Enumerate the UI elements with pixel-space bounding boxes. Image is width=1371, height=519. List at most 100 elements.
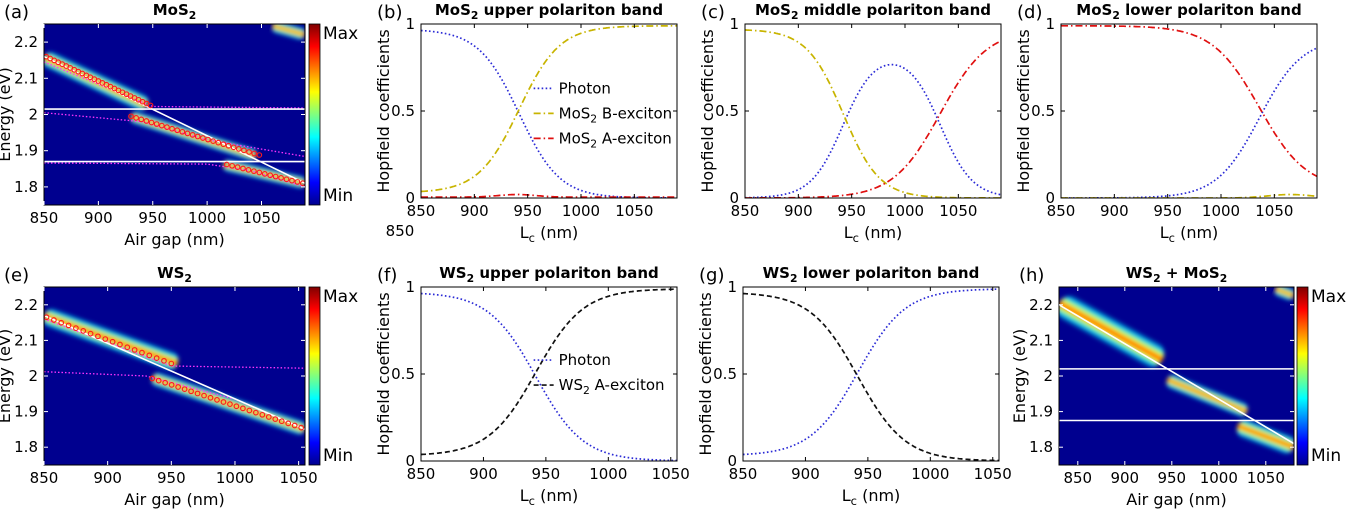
data-point: [220, 141, 227, 148]
heatmap-background: [44, 287, 305, 465]
legend-entry: WS2 A-exciton: [559, 376, 665, 397]
legend-entry-part: 2: [590, 137, 597, 150]
x-tick-label: 950: [1157, 469, 1186, 487]
heatmap-content: [44, 24, 305, 189]
chart-title-part: 2: [184, 272, 192, 285]
legend-entry: MoS2 B-exciton: [559, 104, 673, 125]
x-tick-label: 950: [157, 469, 186, 487]
data-point: [214, 397, 220, 403]
data-point: [139, 349, 145, 356]
data-point: [149, 375, 156, 382]
series-group: [745, 29, 1001, 198]
x-tick-label: 1000: [1202, 202, 1240, 220]
data-point: [181, 386, 188, 393]
x-axis-label-part: L: [844, 223, 853, 242]
data-point: [207, 394, 214, 401]
data-point: [246, 149, 252, 155]
y-tick-label: 1.8: [14, 178, 38, 196]
x-tick-label: 950: [854, 465, 883, 483]
panel-a: 850 900 950 1000 1050 2.2 2.1 2 1.9 1.8 Energy (eV…: [0, 1, 358, 249]
data-point: [109, 338, 116, 345]
data-point: [261, 171, 268, 177]
x-tick-label: 850: [407, 465, 436, 483]
panel-label: (b): [377, 2, 402, 23]
panel-g: 850 900 950 1000 1050 1 0.5 0 Hopfield coefficie…: [696, 264, 1012, 508]
legend-entry-part: 2: [590, 112, 597, 125]
x-axis-label: Lc (nm): [844, 223, 903, 245]
y-tick-label: 2.2: [1029, 296, 1053, 314]
series-line: [1061, 47, 1317, 198]
panel-label: (h): [1019, 265, 1044, 286]
colorbar-max-label: Max: [1311, 287, 1346, 307]
chart-title-part: 2: [471, 9, 479, 22]
data-point: [138, 116, 145, 123]
legend-entry-part: Photon: [559, 79, 611, 97]
y-tick-label: 2: [28, 106, 38, 124]
x-tick-label: 1050: [242, 209, 280, 227]
data-point: [283, 176, 290, 183]
x-tick-label: 1050: [1255, 202, 1293, 220]
plot-bg: [421, 287, 677, 461]
y-tick-label: 1.9: [1029, 403, 1053, 421]
heatmap-content: [1059, 287, 1294, 454]
data-point: [95, 333, 101, 340]
chart-title: MoS2 lower polariton band: [1076, 1, 1301, 22]
y-tick-label: 2.1: [1029, 331, 1053, 349]
data-point: [153, 355, 160, 361]
y-axis-label: Hopfield coefficients: [374, 292, 393, 455]
dispersion-curve: [44, 162, 305, 188]
chart-title-part: MoS: [1076, 1, 1112, 19]
dispersion-curve: [44, 318, 305, 369]
heatmap-content: [44, 308, 305, 435]
chart-title-part: 2: [791, 9, 799, 22]
x-tick-label: 850: [30, 469, 59, 487]
chart-title-part: lower polariton band: [798, 264, 980, 282]
data-point: [215, 139, 222, 146]
data-point: [240, 405, 246, 412]
y-tick-label: 2.2: [14, 33, 38, 51]
x-tick-label: 900: [84, 209, 113, 227]
panel-d: 850 900 950 1000 1050 1 0.5 0 Hopfield coefficie…: [1014, 1, 1318, 245]
data-point: [235, 145, 242, 152]
panel-label: (a): [4, 2, 29, 23]
x-tick-label: 950: [513, 202, 542, 220]
x-tick-label: 950: [837, 202, 866, 220]
data-point: [65, 322, 72, 329]
chart-title-part: 2: [1153, 272, 1161, 285]
legend-entry-part: 2: [583, 384, 590, 397]
y-axis-label: Hopfield coefficients: [696, 292, 715, 455]
data-point: [272, 416, 279, 422]
legend-entry-part: B-exciton: [597, 104, 672, 122]
data-point: [158, 122, 165, 129]
x-axis-label-part: (nm): [1175, 223, 1218, 242]
data-point: [205, 136, 211, 143]
chart-title: WS2 lower polariton band: [763, 264, 980, 285]
plot-bg: [1061, 24, 1317, 198]
data-point: [87, 330, 94, 337]
y-axis-label: Hopfield coefficients: [1014, 29, 1033, 192]
x-tick-label: 850: [731, 202, 760, 220]
data-point: [131, 347, 138, 353]
y-tick-label: 0: [405, 452, 415, 470]
y-tick-label: 1.9: [14, 403, 38, 421]
y-tick-label: 0.5: [715, 102, 739, 120]
data-point: [294, 179, 301, 185]
intensity-band: [1236, 419, 1294, 454]
data-point: [259, 411, 266, 418]
colorbar: [308, 286, 321, 466]
legend-entry-part: MoS: [559, 129, 591, 147]
data-point: [227, 401, 233, 407]
intensity-band: [272, 24, 305, 40]
panel-label: (f): [377, 265, 397, 286]
x-tick-label: 850: [1047, 202, 1076, 220]
data-point: [234, 164, 241, 170]
data-point: [241, 147, 247, 154]
data-point: [210, 138, 216, 144]
data-point: [230, 144, 237, 151]
series-line: [1061, 24, 1317, 178]
colorbar-max-label: Max: [323, 24, 358, 44]
y-tick-label: 0.5: [391, 365, 415, 383]
x-axis-label-part: L: [520, 486, 529, 505]
